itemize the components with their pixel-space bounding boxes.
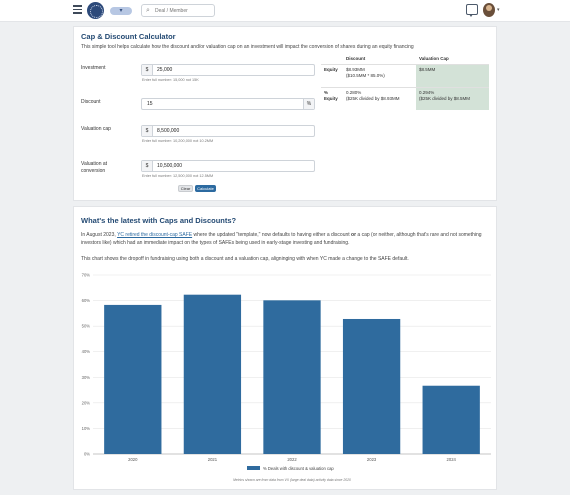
article-title: What's the latest with Caps and Discount… (81, 216, 237, 225)
top-navbar: ▾ ⌕ ▾ (0, 0, 570, 22)
bar-2020 (104, 304, 162, 454)
result-line: ($10.5MM * 85.0%) (346, 72, 385, 78)
emphasis-or: or (351, 232, 357, 238)
x-tick-label: 2023 (367, 457, 377, 462)
valuation-conversion-label-line2: conversion (81, 168, 106, 174)
bar-2021 (183, 294, 242, 454)
y-tick-label: 10% (82, 426, 91, 431)
cap-result: $8.5MM (416, 63, 489, 87)
search-icon: ⌕ (146, 7, 150, 14)
x-tick-label: 2022 (287, 457, 297, 462)
discount-result: $8.93MM ($10.5MM * 85.0%) (343, 63, 416, 87)
valuation-cap-value: 8,500,000 (157, 128, 180, 134)
workspace-switcher[interactable]: ▾ (110, 7, 132, 15)
row-label: Equity (321, 63, 343, 87)
app-logo[interactable] (87, 2, 104, 19)
hamburger-menu-icon[interactable] (73, 5, 82, 14)
result-line: ($25K divided by $8.93MM (346, 95, 400, 101)
investment-field[interactable]: $ 25,000 (141, 64, 315, 76)
results-corner (321, 54, 343, 64)
avatar-chevron-down-icon[interactable]: ▾ (497, 7, 500, 13)
dollar-prefix: $ (142, 126, 153, 136)
result-line: $8.93MM (346, 66, 365, 72)
y-tick-label: 0% (84, 452, 90, 457)
user-avatar[interactable] (483, 3, 495, 17)
y-tick-label: 60% (82, 298, 91, 303)
valuation-conversion-value: 10,500,000 (157, 163, 183, 169)
table-row: Equity $8.93MM ($10.5MM * 85.0%) $8.5MM (321, 63, 489, 87)
y-tick-label: 70% (82, 273, 91, 278)
article-paragraph-2: This chart shows the dropoff in fundrais… (81, 256, 409, 262)
x-tick-label: 2021 (208, 457, 218, 462)
bar-2022 (263, 300, 321, 454)
table-row: % Equity 0.280% ($25K divided by $8.93MM… (321, 86, 489, 110)
dollar-prefix: $ (142, 65, 153, 75)
result-line: $8.5MM (419, 66, 436, 72)
discount-field[interactable]: 15 % (141, 98, 315, 110)
valuation-conversion-label-line1: Valuation at (81, 161, 108, 167)
x-tick-label: 2024 (447, 457, 457, 462)
chevron-down-icon: ▾ (119, 8, 123, 14)
bar-2023 (342, 318, 401, 454)
row-label: % Equity (321, 86, 343, 110)
text-span: where the updated "template," now defaul… (192, 232, 352, 238)
legend-label: % Deals with discount & valuation cap (263, 466, 334, 471)
result-line: ($25K divided by $8.5MM (419, 95, 471, 101)
deals-bar-chart: 0% 10% 20% 30% 40% 50% 60% 70% 2020 2021 2022 2023 2… (82, 273, 491, 482)
dollar-prefix: $ (142, 161, 153, 171)
valuation-cap-label: Valuation cap (81, 126, 111, 132)
article-paragraph-1: In August 2023, YC retired the discount-… (81, 231, 491, 247)
investment-hint: Enter full number: 15,000 not 15K (142, 78, 199, 82)
investment-value: 25,000 (157, 67, 173, 73)
y-tick-label: 40% (82, 349, 91, 354)
y-tick-label: 30% (82, 375, 91, 380)
search-input[interactable] (155, 6, 213, 16)
result-line: 0.294% (419, 89, 435, 95)
percent-suffix: % (303, 99, 314, 109)
discount-value: 15 (147, 101, 153, 107)
yc-safe-link[interactable]: YC retired the discount-cap SAFE (117, 232, 193, 238)
y-tick-label: 50% (82, 324, 91, 329)
investment-label: Investment (81, 65, 106, 71)
calculate-button[interactable]: Calculate (195, 185, 216, 192)
calculator-card (73, 26, 497, 201)
discount-label: Discount (81, 99, 101, 105)
x-tick-label: 2020 (128, 457, 138, 462)
calculator-title: Cap & Discount Calculator (81, 32, 176, 41)
text-span: a cap (or neither, although that's rare … (81, 232, 482, 246)
bar-2024 (422, 385, 480, 454)
clear-button[interactable]: Clear (178, 185, 193, 192)
calculator-description: This simple tool helps calculate how the… (81, 44, 414, 50)
results-col-cap: Valuation Cap (419, 56, 449, 62)
valuation-conversion-label: Valuation at conversion (81, 161, 107, 175)
results-col-discount: Discount (346, 56, 366, 62)
valuation-conversion-field[interactable]: $ 10,500,000 (141, 160, 315, 172)
cap-result: 0.294% ($25K divided by $8.5MM (416, 86, 489, 110)
y-tick-label: 20% (82, 400, 91, 405)
search-box[interactable]: ⌕ (141, 4, 215, 17)
chat-icon[interactable] (466, 4, 478, 17)
result-line: 0.280% (346, 89, 362, 95)
valuation-conversion-hint: Enter full number: 12,500,000 not 12.5MM (142, 174, 214, 178)
valuation-cap-hint: Enter full number: 10,200,000 not 10.2MM (142, 139, 214, 143)
legend-swatch (247, 466, 260, 470)
discount-result: 0.280% ($25K divided by $8.93MM (343, 86, 416, 110)
text-span: In August 2023, (81, 232, 118, 238)
chart-footnote: Metrics shown are from data from VX (lar… (233, 478, 351, 482)
valuation-cap-field[interactable]: $ 8,500,000 (141, 125, 315, 137)
results-table: Discount Valuation Cap Equity $8.93MM ($… (321, 54, 489, 110)
